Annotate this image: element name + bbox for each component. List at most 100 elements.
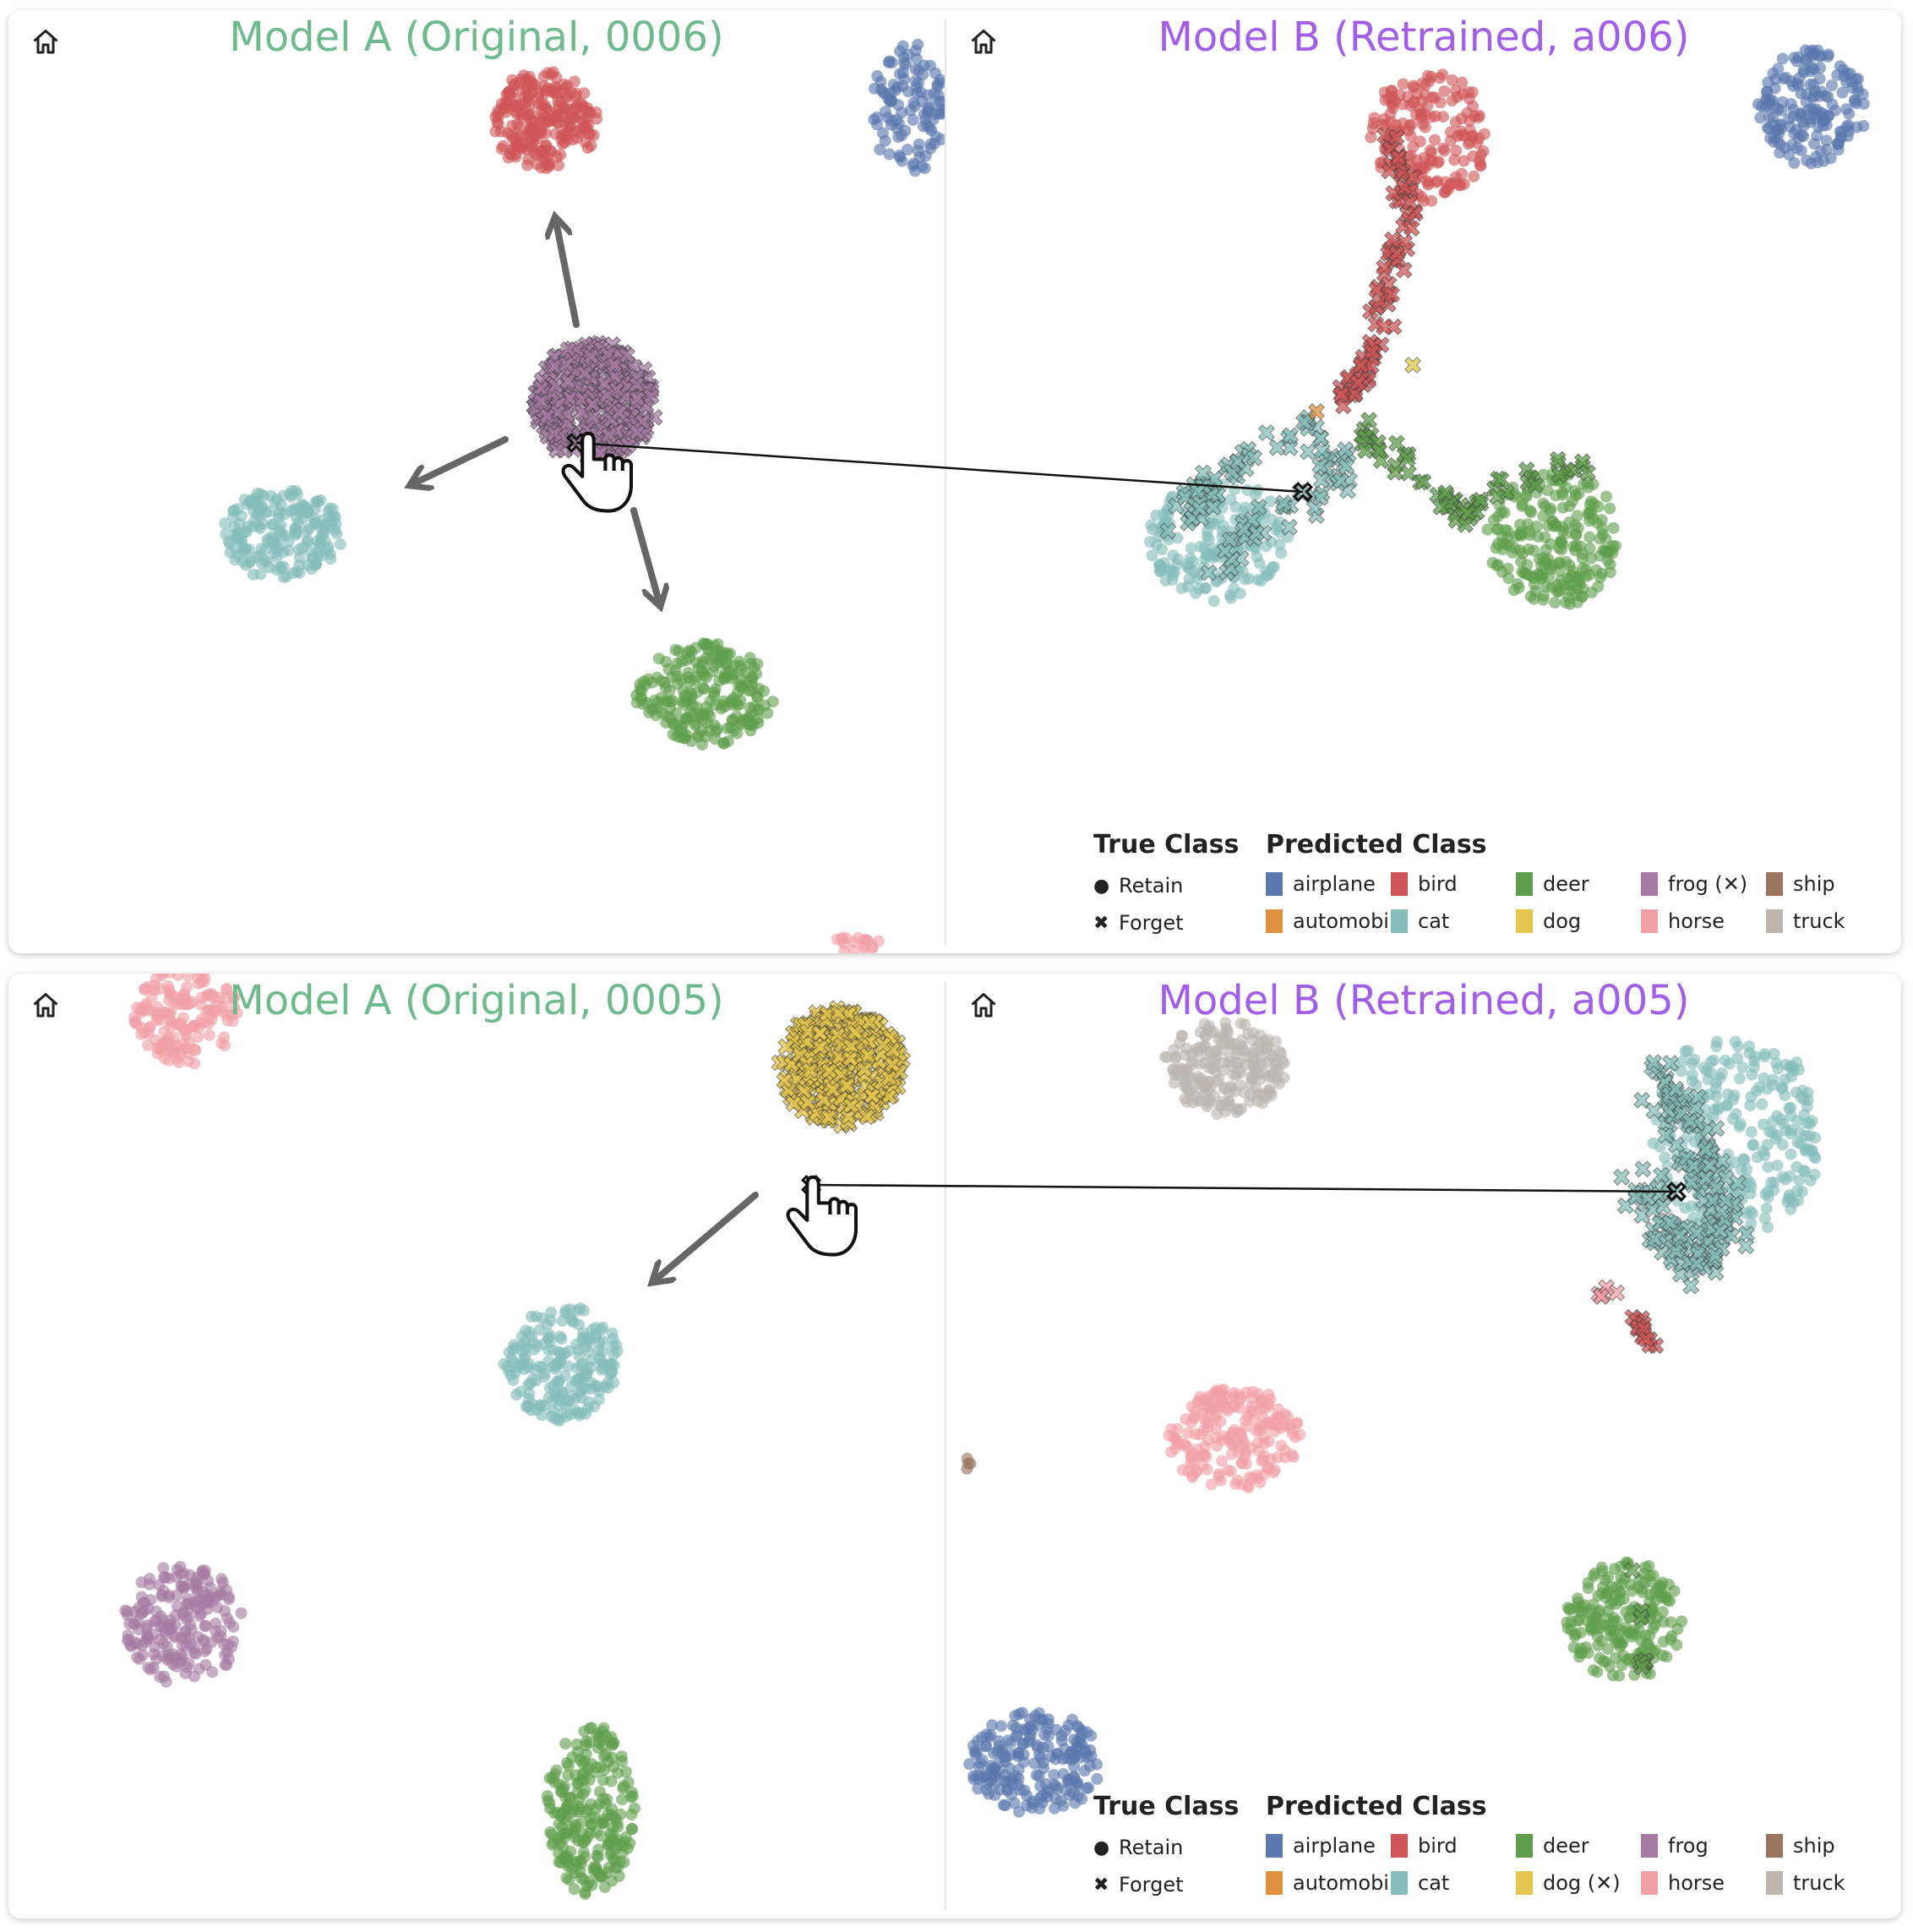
scatter-retain-point-cat[interactable] (1145, 519, 1158, 532)
scatter-retain-point-horse[interactable] (203, 1029, 215, 1041)
scatter-retain-point-airplane[interactable] (868, 113, 880, 126)
scatter-forget-point-cat[interactable] (1188, 497, 1212, 521)
scatter-retain-point-cat[interactable] (538, 1400, 551, 1412)
scatter-forget-point-frog[interactable] (640, 385, 663, 408)
scatter-retain-point-deer[interactable] (579, 1888, 591, 1901)
scatter-retain-point-deer[interactable] (1604, 558, 1616, 570)
scatter-retain-point-deer[interactable] (718, 737, 730, 750)
scatter-retain-point-cat[interactable] (1712, 1103, 1725, 1116)
scatter-retain-point-deer[interactable] (697, 713, 710, 726)
scatter-retain-point-horse[interactable] (145, 991, 158, 1003)
scatter-retain-point-cat[interactable] (223, 538, 236, 550)
scatter-retain-point-deer[interactable] (640, 696, 653, 709)
scatter-forget-point-cat[interactable] (1649, 1163, 1673, 1187)
scatter-retain-point-frog[interactable] (135, 1591, 148, 1603)
scatter-retain-point-airplane[interactable] (1069, 1749, 1082, 1762)
scatter-retain-point-deer[interactable] (747, 718, 760, 731)
scatter-retain-point-horse[interactable] (182, 974, 194, 982)
scatter-retain-point-deer[interactable] (757, 685, 770, 697)
scatter-retain-point-airplane[interactable] (1069, 1797, 1082, 1809)
scatter-retain-point-bird[interactable] (1448, 154, 1461, 166)
scatter-forget-point-dog[interactable] (817, 1105, 841, 1129)
scatter-retain-point-cat[interactable] (1744, 1100, 1757, 1111)
scatter-retain-point-cat[interactable] (1784, 1061, 1796, 1073)
scatter-forget-point-bird[interactable] (1372, 315, 1396, 339)
scatter-retain-point-deer[interactable] (1537, 468, 1550, 481)
scatter-retain-point-bird[interactable] (556, 138, 569, 150)
scatter-forget-point-dog[interactable] (826, 1001, 850, 1025)
scatter-retain-point-cat[interactable] (1808, 1168, 1821, 1181)
scatter-retain-point-deer[interactable] (1513, 544, 1526, 557)
scatter-retain-point-airplane[interactable] (1790, 142, 1803, 155)
scatter-retain-point-deer[interactable] (727, 659, 739, 671)
scatter-forget-point-frog[interactable] (529, 390, 553, 413)
scatter-retain-point-cat[interactable] (541, 1318, 553, 1331)
scatter-retain-point-cat[interactable] (1264, 566, 1276, 579)
scatter-retain-point-deer[interactable] (1600, 1591, 1612, 1604)
scatter-retain-point-truck[interactable] (1230, 1048, 1243, 1061)
scatter-retain-point-cat[interactable] (285, 490, 297, 503)
scatter-forget-point-deer[interactable] (1546, 447, 1570, 471)
scatter-retain-point-airplane[interactable] (1003, 1762, 1016, 1775)
scatter-retain-point-airplane[interactable] (1049, 1802, 1061, 1815)
scatter-retain-point-deer[interactable] (719, 647, 732, 659)
scatter-forget-point-deer[interactable] (1576, 461, 1600, 484)
scatter-retain-point-deer[interactable] (1537, 552, 1550, 564)
scatter-retain-point-airplane[interactable] (886, 114, 898, 127)
scatter-retain-point-cat[interactable] (282, 544, 295, 557)
scatter-retain-point-bird[interactable] (1426, 155, 1438, 167)
scatter-retain-point-deer[interactable] (1556, 488, 1569, 501)
scatter-forget-point-cat[interactable] (1664, 1078, 1687, 1101)
scatter-retain-point-airplane[interactable] (909, 44, 922, 57)
scatter-retain-point-airplane[interactable] (1012, 1747, 1025, 1760)
scatter-forget-point-frog[interactable] (573, 362, 597, 385)
scatter-retain-point-airplane[interactable] (1005, 1774, 1017, 1787)
scatter-retain-point-airplane[interactable] (907, 160, 919, 172)
scatter-retain-point-airplane[interactable] (1078, 1765, 1091, 1777)
scatter-retain-point-bird[interactable] (584, 106, 597, 118)
scatter-retain-point-bird[interactable] (513, 77, 526, 90)
scatter-retain-point-cat[interactable] (1801, 1087, 1814, 1099)
scatter-retain-point-bird[interactable] (1385, 116, 1398, 128)
scatter-retain-point-frog[interactable] (206, 1666, 219, 1678)
scatter-retain-point-deer[interactable] (639, 679, 651, 691)
scatter-retain-point-cat[interactable] (547, 1361, 559, 1373)
scatter-retain-point-airplane[interactable] (1033, 1803, 1046, 1815)
scatter-retain-point-deer[interactable] (656, 707, 668, 719)
scatter-retain-point-cat[interactable] (1779, 1073, 1791, 1085)
scatter-forget-point-bird[interactable] (1380, 282, 1403, 306)
scatter-forget-point-bird[interactable] (1398, 190, 1421, 214)
scatter-retain-point-frog[interactable] (211, 1631, 224, 1644)
scatter-retain-point-horse[interactable] (1239, 1415, 1251, 1427)
scatter-retain-point-deer[interactable] (1555, 574, 1567, 587)
scatter-retain-point-cat[interactable] (293, 559, 306, 572)
scatter-retain-point-deer[interactable] (608, 1760, 619, 1773)
scatter-retain-point-cat[interactable] (610, 1339, 623, 1351)
scatter-retain-point-deer[interactable] (603, 1836, 616, 1848)
scatter-forget-point-bird[interactable] (1349, 353, 1372, 377)
scatter-retain-point-truck[interactable] (1259, 1088, 1271, 1100)
scatter-retain-point-deer[interactable] (1537, 593, 1550, 606)
scatter-retain-point-cat[interactable] (334, 538, 346, 550)
scatter-retain-point-horse[interactable] (1229, 1438, 1241, 1450)
scatter-retain-point-airplane[interactable] (916, 95, 929, 107)
scatter-retain-point-airplane[interactable] (1834, 125, 1846, 138)
scatter-retain-point-bird[interactable] (543, 115, 556, 128)
scatter-retain-point-deer[interactable] (704, 695, 717, 707)
scatter-retain-point-airplane[interactable] (874, 144, 886, 156)
scatter-forget-point-dog[interactable] (774, 1034, 798, 1058)
scatter-retain-point-airplane[interactable] (1790, 55, 1803, 68)
scatter-retain-point-frog[interactable] (163, 1591, 176, 1604)
scatter-retain-point-truck[interactable] (1175, 1069, 1188, 1082)
scatter-forget-point-bird[interactable] (1365, 278, 1388, 302)
scatter-forget-point-cat[interactable] (1272, 491, 1295, 515)
scatter-forget-point-dog[interactable] (796, 1090, 820, 1114)
scatter-retain-point-deer[interactable] (652, 652, 665, 665)
scatter-retain-point-cat[interactable] (1785, 1148, 1797, 1160)
scatter-retain-point-horse[interactable] (192, 1030, 204, 1043)
scatter-retain-point-cat[interactable] (259, 543, 272, 556)
scatter-retain-point-deer[interactable] (618, 1856, 630, 1869)
scatter-forget-point-cat[interactable] (1679, 1170, 1703, 1193)
scatter-retain-point-cat[interactable] (1737, 1153, 1750, 1165)
scatter-retain-point-airplane[interactable] (1028, 1757, 1041, 1770)
